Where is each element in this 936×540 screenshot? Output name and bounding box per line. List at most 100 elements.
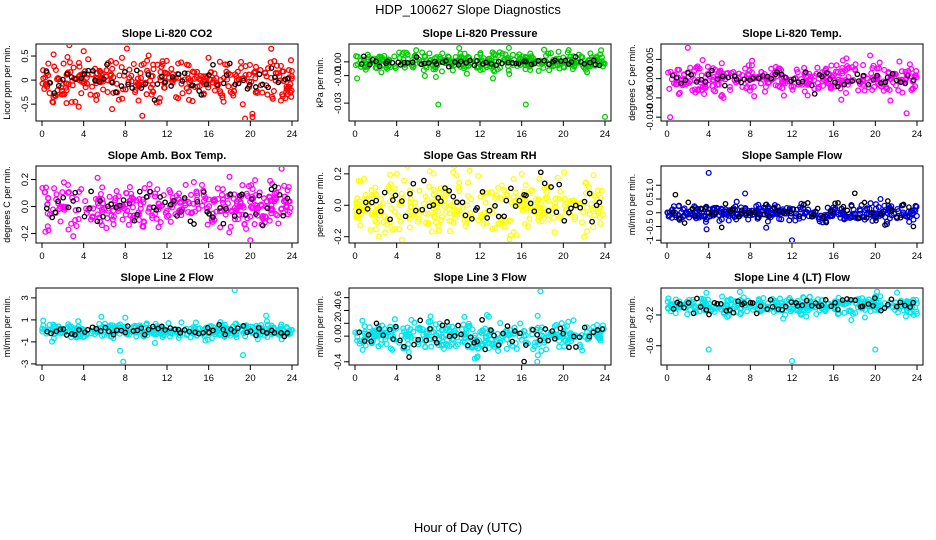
outlier-point [877, 195, 884, 203]
x-tick-label: 4 [706, 373, 711, 384]
data-point [80, 334, 87, 341]
overlay-point [753, 310, 760, 317]
overlay-point [678, 80, 684, 87]
data-point [837, 211, 844, 218]
data-point [465, 334, 472, 341]
outlier-point [231, 289, 238, 294]
data-point [386, 198, 393, 205]
overlay-point [43, 68, 50, 74]
data-point [103, 67, 110, 74]
data-point [751, 93, 758, 100]
data-points [664, 169, 920, 242]
x-tick-label: 16 [828, 251, 839, 262]
data-point [876, 59, 883, 66]
overlay-point [721, 82, 728, 89]
data-point [401, 177, 408, 184]
data-point [557, 213, 564, 220]
data-point [359, 346, 366, 353]
data-point [511, 324, 518, 331]
overlay-point [397, 337, 403, 344]
data-point [833, 62, 840, 69]
data-point [716, 217, 723, 224]
data-point [572, 214, 579, 221]
overlay-point [151, 97, 158, 103]
data-point [270, 88, 277, 95]
y-axis-label: percent per min. [315, 172, 325, 237]
overlay-point [100, 76, 107, 82]
data-point [252, 89, 259, 96]
data-point [540, 205, 547, 212]
overlay-point [116, 202, 123, 209]
data-point [798, 200, 805, 207]
outlier-point [703, 226, 710, 233]
data-point [288, 327, 296, 334]
data-point [443, 337, 451, 344]
data-point [912, 202, 919, 209]
outlier-point [788, 358, 796, 364]
overlay-point [141, 331, 148, 338]
overlay-point [782, 74, 789, 81]
data-point [466, 322, 473, 329]
y-tick-label: 0.6 [333, 291, 344, 304]
data-point [452, 214, 459, 221]
data-point [828, 62, 835, 69]
overlay-point [503, 197, 510, 204]
data-point [436, 53, 443, 60]
data-point [483, 311, 491, 319]
overlay-point [764, 306, 771, 312]
overlay-point [206, 210, 212, 217]
data-point [52, 92, 59, 99]
overlay-point [870, 77, 877, 83]
data-point [512, 189, 519, 196]
data-point [556, 343, 563, 350]
data-point [404, 167, 411, 170]
data-point [913, 212, 920, 220]
data-point [239, 101, 246, 108]
data-point [865, 84, 872, 91]
data-point [761, 88, 769, 95]
overlay-point [256, 71, 263, 78]
overlay-point [246, 81, 253, 88]
overlay-point [735, 298, 741, 305]
data-point [801, 88, 808, 95]
overlay-point [458, 331, 464, 338]
overlay-point [259, 81, 266, 88]
data-point [726, 86, 734, 94]
overlay-point [596, 62, 603, 69]
data-point [522, 332, 529, 339]
overlay-point [693, 79, 700, 85]
data-point [501, 187, 508, 194]
x-tick-label: 12 [162, 373, 173, 384]
overlay-point [483, 59, 489, 66]
data-point [813, 310, 820, 318]
data-point [354, 53, 361, 60]
data-point [912, 83, 919, 90]
data-point [359, 317, 366, 324]
data-point [881, 202, 888, 209]
data-point [352, 62, 359, 69]
data-point [570, 317, 577, 324]
data-point [590, 224, 597, 231]
data-point [478, 330, 485, 337]
overlay-point [589, 218, 595, 225]
data-point [675, 90, 682, 98]
x-tick-label: 4 [81, 373, 86, 384]
data-point [903, 307, 910, 314]
data-point [458, 212, 465, 219]
data-point [732, 203, 739, 210]
data-point [507, 217, 514, 224]
data-point [599, 211, 607, 218]
data-point [375, 343, 382, 350]
data-point [695, 86, 702, 93]
data-point [242, 71, 249, 79]
overlay-point [78, 75, 85, 82]
data-point [406, 224, 413, 231]
data-point [62, 204, 69, 212]
data-point [700, 296, 707, 303]
data-point [522, 66, 529, 73]
outlier-point [601, 113, 609, 120]
data-point [872, 201, 880, 208]
data-point [274, 212, 281, 219]
data-point [585, 184, 592, 191]
data-point [354, 333, 361, 340]
